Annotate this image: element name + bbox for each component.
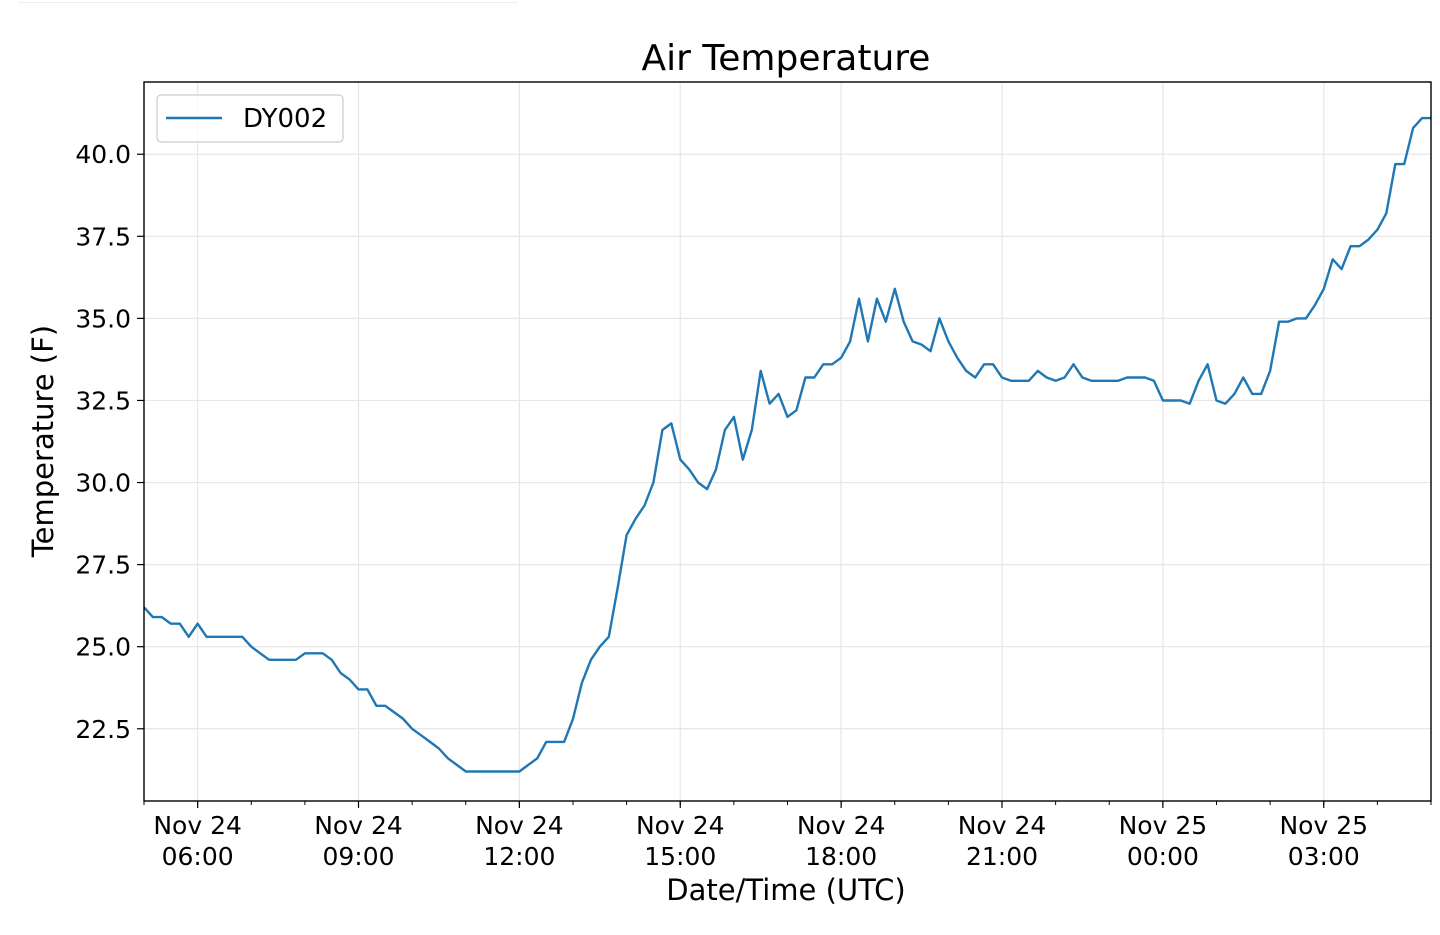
grid-lines [144,82,1431,801]
legend-label-dy002: DY002 [243,104,327,134]
x-tick-label-date: Nov 24 [475,811,564,840]
x-tick-label-time: 21:00 [966,842,1038,871]
y-tick-label: 32.5 [75,386,131,415]
chart-title: Air Temperature [642,38,931,79]
legend-box [156,94,344,143]
x-tick-label-date: Nov 24 [153,811,242,840]
x-tick-label-time: 09:00 [322,842,394,871]
x-tick-label-date: Nov 24 [797,811,886,840]
x-tick-label-time: 15:00 [644,842,716,871]
y-axis-ticks: 22.5 25.0 27.5 30.0 32.5 35.0 37.5 40.0 [75,140,144,744]
plot-series [143,116,1431,773]
series-line-dy002 [143,116,1431,773]
y-tick-label: 25.0 [75,633,131,662]
plot-frame [143,81,1432,802]
x-tick-label-time: 18:00 [805,842,877,871]
x-tick-label-date: Nov 25 [1279,811,1368,840]
y-tick-label: 35.0 [75,304,131,333]
x-tick-label-date: Nov 24 [636,811,725,840]
y-tick-label: 37.5 [75,222,131,251]
x-tick-label-time: 03:00 [1288,842,1360,871]
x-tick-label-date: Nov 24 [314,811,403,840]
y-tick-label: 27.5 [75,551,131,580]
x-tick-label-date: Nov 25 [1119,811,1208,840]
y-axis-label: Temperature (F) [26,325,60,558]
x-tick-label-date: Nov 24 [958,811,1047,840]
x-tick-label-time: 06:00 [162,842,234,871]
x-axis-label: Date/Time (UTC) [666,873,905,907]
legend: DY002 [156,94,344,143]
y-tick-label: 22.5 [75,715,131,744]
x-tick-label-time: 00:00 [1127,842,1199,871]
top-divider [18,2,518,3]
y-tick-label: 40.0 [75,140,131,169]
y-tick-label: 30.0 [75,469,131,498]
x-tick-label-time: 12:00 [483,842,555,871]
